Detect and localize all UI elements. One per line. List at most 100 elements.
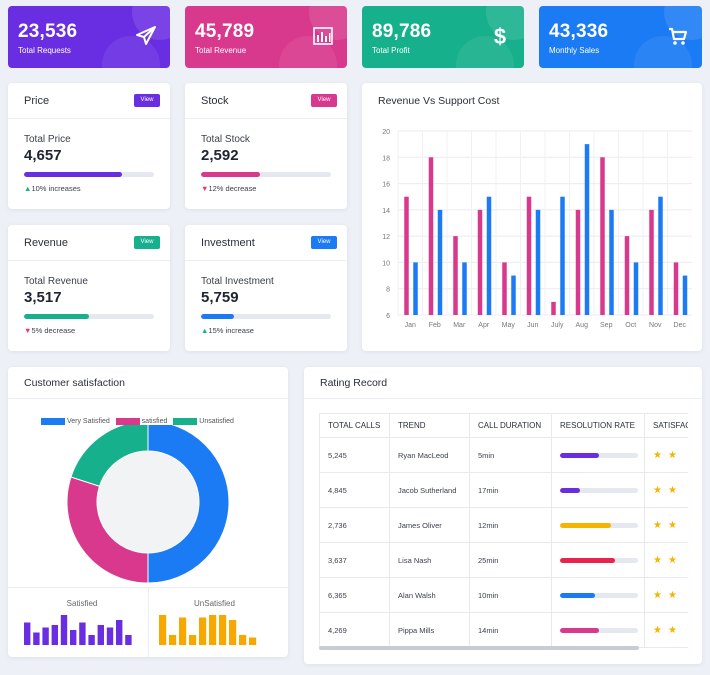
mini-bar xyxy=(24,622,31,645)
mini-bar xyxy=(249,637,257,645)
legend-item[interactable]: satisfied xyxy=(115,418,167,425)
card-title: Customer satisfaction xyxy=(24,377,125,389)
price-card: Price View Total Price 4,657 ▲10% increa… xyxy=(8,83,170,209)
stat-tile-revenue[interactable]: 45,789 Total Revenue xyxy=(185,6,347,68)
x-tick-label: Oct xyxy=(625,322,636,329)
total-calls-cell: 4,845 xyxy=(319,472,390,508)
total-calls-cell: 6,365 xyxy=(319,577,390,613)
table-row[interactable]: 6,365 Alan Walsh 10min ★ ★ xyxy=(319,577,688,613)
trend-cell: Jacob Sutherland xyxy=(389,472,470,508)
legend-item[interactable]: Very Satisfied xyxy=(41,418,110,425)
table-row[interactable]: 5,245 Ryan MacLeod 5min ★ ★ xyxy=(319,437,688,473)
change-text: ▼12% decrease xyxy=(201,184,257,193)
call-duration-cell: 12min xyxy=(469,507,552,543)
satisfaction-donut-chart xyxy=(66,425,230,584)
total-calls-cell: 3,637 xyxy=(319,542,390,578)
svg-text:$: $ xyxy=(494,24,506,48)
metric-value: 4,657 xyxy=(24,147,62,164)
view-button[interactable]: View xyxy=(311,94,337,107)
call-duration-cell: 10min xyxy=(469,577,552,613)
stat-tile-requests[interactable]: 23,536 Total Requests xyxy=(8,6,170,68)
mini-bar xyxy=(189,635,197,645)
view-button[interactable]: View xyxy=(311,236,337,249)
total-calls-cell: 2,736 xyxy=(319,507,390,543)
support-cost-bar xyxy=(658,196,663,315)
card-title: Investment xyxy=(201,237,255,249)
progress-fill xyxy=(201,314,234,319)
satisfaction-cell: ★ ★ xyxy=(644,472,688,508)
resolution-fill xyxy=(560,522,611,528)
mini-chart-label: UnSatisfied xyxy=(194,599,235,608)
progress-bar xyxy=(24,314,154,319)
legend-item[interactable]: Unsatisfied xyxy=(173,418,234,425)
resolution-bar xyxy=(560,522,638,528)
revenue-card: Revenue View Total Revenue 3,517 ▼5% dec… xyxy=(8,225,170,351)
call-duration-cell: 5min xyxy=(469,437,552,473)
donut-slice xyxy=(147,425,230,584)
mini-bar xyxy=(60,615,68,645)
view-button[interactable]: View xyxy=(134,94,160,107)
rating-table: TOTAL CALLS TREND CALL DURATION RESOLUTI… xyxy=(319,413,688,648)
revenue-bar xyxy=(428,157,434,315)
x-tick-label: Apr xyxy=(478,322,490,329)
resolution-rate-cell xyxy=(551,577,645,613)
stat-label: Total Profit xyxy=(372,46,410,55)
revenue-bar xyxy=(624,236,630,315)
metric-label: Total Revenue xyxy=(24,276,88,287)
mini-bar xyxy=(42,627,49,645)
y-tick-label: 10 xyxy=(382,260,390,267)
mini-bar xyxy=(159,615,167,645)
table-scroll-area[interactable]: TOTAL CALLS TREND CALL DURATION RESOLUTI… xyxy=(319,413,688,653)
x-tick-label: Dec xyxy=(674,322,687,329)
satisfaction-cell: ★ ★ xyxy=(644,437,688,473)
support-cost-bar xyxy=(584,144,590,315)
stock-card: Stock View Total Stock 2,592 ▼12% decrea… xyxy=(185,83,347,209)
horizontal-scrollbar[interactable] xyxy=(319,646,639,650)
satisfaction-cell: ★ ★ xyxy=(644,577,688,613)
revenue-bar xyxy=(477,209,483,315)
mini-bar xyxy=(125,635,132,645)
x-tick-label: Mar xyxy=(453,322,466,329)
x-tick-label: Jun xyxy=(527,322,538,329)
column-header[interactable]: RESOLUTION RATE xyxy=(551,413,645,438)
y-tick-label: 8 xyxy=(386,287,390,294)
stat-tile-profit[interactable]: 89,786 Total Profit $ xyxy=(362,6,524,68)
metric-value: 3,517 xyxy=(24,289,62,306)
revenue-bar xyxy=(649,209,654,315)
mini-bar xyxy=(179,617,187,645)
column-header[interactable]: TREND xyxy=(389,413,470,438)
column-header[interactable]: TOTAL CALLS xyxy=(319,413,390,438)
column-header[interactable]: CALL DURATION xyxy=(469,413,552,438)
stat-label: Total Revenue xyxy=(195,46,247,55)
card-title: Stock xyxy=(201,95,229,107)
table-row[interactable]: 2,736 James Oliver 12min ★ ★ xyxy=(319,507,688,543)
stat-value: 45,789 xyxy=(195,21,255,42)
mini-bar xyxy=(209,615,217,645)
investment-card: Investment View Total Investment 5,759 ▲… xyxy=(185,225,347,351)
dollar-icon: $ xyxy=(494,24,506,48)
resolution-bar xyxy=(560,557,638,563)
column-header[interactable]: SATISFACTION xyxy=(644,413,688,438)
table-row[interactable]: 3,637 Lisa Nash 25min ★ ★ xyxy=(319,542,688,578)
progress-bar xyxy=(201,314,331,319)
progress-fill xyxy=(24,172,122,177)
unsatisfied-mini-chart xyxy=(159,615,257,645)
metric-label: Total Stock xyxy=(201,134,250,145)
resolution-bar xyxy=(560,487,638,493)
resolution-bar xyxy=(560,592,638,598)
stat-tile-sales[interactable]: 43,336 Monthly Sales xyxy=(539,6,702,68)
star-icon: ★ xyxy=(667,484,677,496)
table-row[interactable]: 4,845 Jacob Sutherland 17min ★ ★ xyxy=(319,472,688,508)
table-row[interactable]: 4,269 Pippa Mills 14min ★ ★ xyxy=(319,612,688,648)
mini-bar xyxy=(169,635,177,645)
view-button[interactable]: View xyxy=(134,236,160,249)
down-arrow-icon: ▼ xyxy=(24,326,32,335)
resolution-fill xyxy=(560,592,596,598)
mini-bar xyxy=(219,615,227,645)
y-tick-label: 16 xyxy=(382,182,390,189)
stat-value: 43,336 xyxy=(549,21,609,42)
card-title: Rating Record xyxy=(320,377,388,389)
trend-cell: Ryan MacLeod xyxy=(389,437,470,473)
revenue-bar xyxy=(404,196,409,315)
satisfaction-cell: ★ ★ xyxy=(644,507,688,543)
